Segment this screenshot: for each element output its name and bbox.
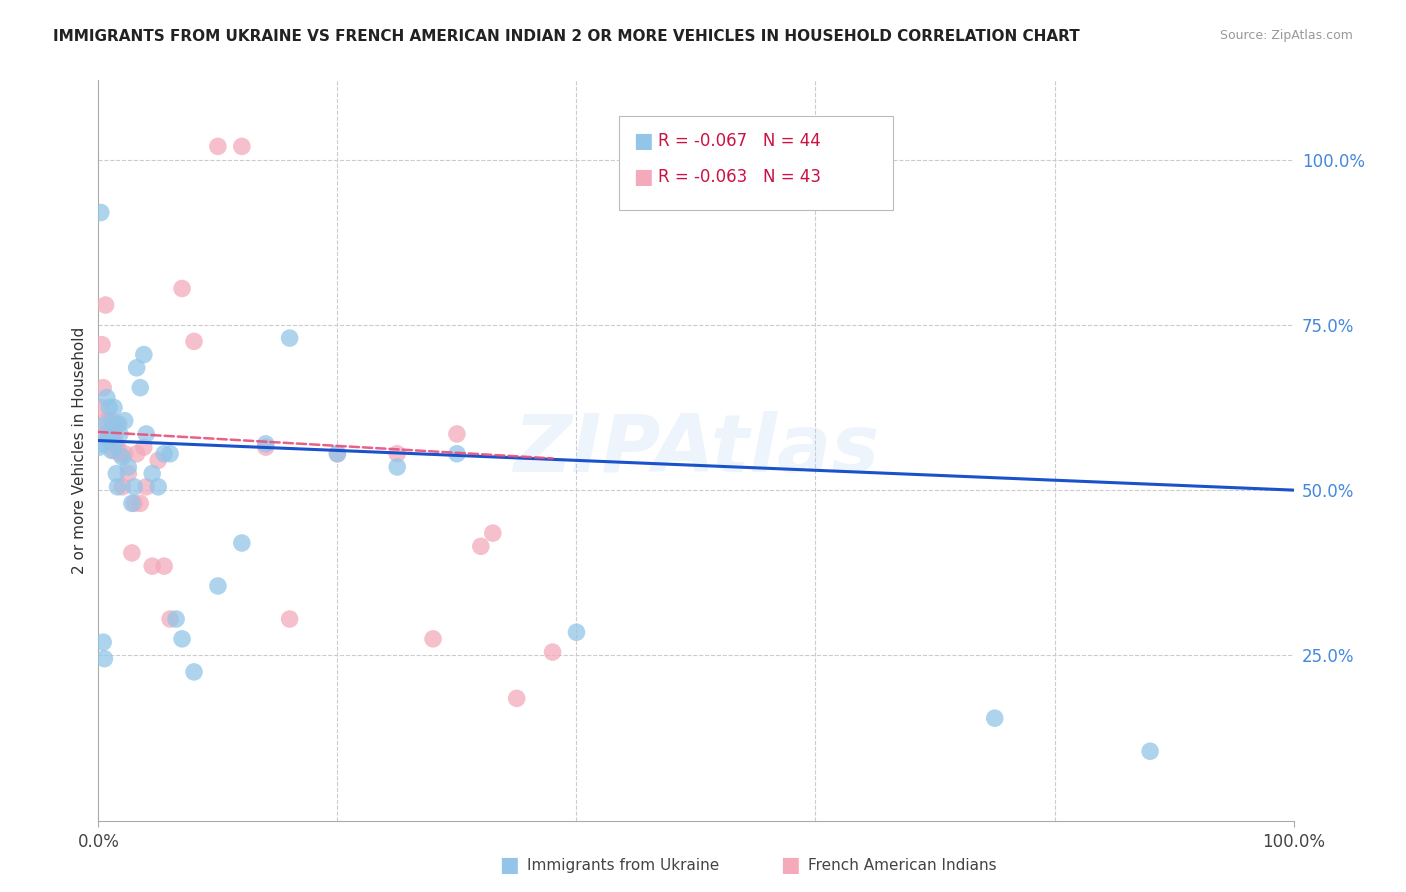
Point bbox=[97, 430, 120, 444]
Point bbox=[541, 645, 564, 659]
Point bbox=[153, 559, 176, 574]
Point bbox=[183, 665, 205, 679]
Point bbox=[153, 447, 176, 461]
Text: Source: ZipAtlas.com: Source: ZipAtlas.com bbox=[1219, 29, 1353, 42]
Point bbox=[385, 460, 409, 475]
Point bbox=[125, 447, 148, 461]
Point bbox=[107, 417, 129, 431]
Point bbox=[385, 447, 409, 461]
Point bbox=[91, 635, 114, 649]
Point bbox=[98, 434, 121, 448]
Point bbox=[124, 480, 146, 494]
Point bbox=[114, 447, 136, 461]
Point bbox=[90, 401, 112, 415]
Point bbox=[107, 440, 129, 454]
Point bbox=[129, 381, 152, 395]
Point bbox=[984, 711, 1007, 725]
Point bbox=[165, 612, 187, 626]
Point bbox=[135, 480, 157, 494]
Point bbox=[107, 480, 129, 494]
Point bbox=[129, 496, 152, 510]
Point bbox=[101, 426, 124, 441]
Point bbox=[105, 417, 128, 431]
Point bbox=[91, 337, 114, 351]
Point bbox=[422, 632, 444, 646]
Point bbox=[121, 496, 143, 510]
Text: ■: ■ bbox=[633, 167, 652, 186]
Point bbox=[231, 536, 253, 550]
Text: Immigrants from Ukraine: Immigrants from Ukraine bbox=[527, 858, 720, 872]
Point bbox=[141, 467, 163, 481]
Point bbox=[207, 579, 229, 593]
Point bbox=[124, 496, 146, 510]
Point bbox=[103, 401, 125, 415]
Point bbox=[254, 437, 277, 451]
Point bbox=[98, 430, 122, 444]
Point bbox=[159, 612, 181, 626]
Point bbox=[96, 391, 118, 405]
Point bbox=[278, 331, 301, 345]
Text: R = -0.063   N = 43: R = -0.063 N = 43 bbox=[658, 168, 821, 186]
Point bbox=[94, 298, 117, 312]
Text: ■: ■ bbox=[499, 855, 519, 875]
Text: ZIPAtlas: ZIPAtlas bbox=[513, 411, 879, 490]
Text: French American Indians: French American Indians bbox=[808, 858, 997, 872]
Point bbox=[108, 426, 131, 441]
Y-axis label: 2 or more Vehicles in Household: 2 or more Vehicles in Household bbox=[72, 326, 87, 574]
Point bbox=[97, 426, 120, 441]
Point bbox=[132, 440, 155, 454]
Point bbox=[114, 414, 136, 428]
Point bbox=[108, 447, 131, 461]
Point bbox=[148, 453, 170, 467]
Point bbox=[326, 447, 349, 461]
Point bbox=[96, 414, 118, 428]
Point bbox=[446, 447, 468, 461]
Point bbox=[91, 381, 114, 395]
Point bbox=[98, 434, 122, 448]
Text: ■: ■ bbox=[780, 855, 800, 875]
Point bbox=[326, 447, 349, 461]
Point bbox=[117, 467, 139, 481]
Point bbox=[105, 467, 128, 481]
Point bbox=[91, 437, 114, 451]
Point bbox=[93, 426, 115, 441]
Point bbox=[172, 632, 194, 646]
Point bbox=[148, 480, 170, 494]
Point bbox=[100, 414, 122, 428]
Point bbox=[104, 426, 127, 441]
Point bbox=[93, 651, 115, 665]
Point bbox=[125, 360, 148, 375]
Point bbox=[132, 348, 155, 362]
Point bbox=[481, 526, 505, 541]
Point bbox=[98, 401, 121, 415]
Point bbox=[141, 559, 163, 574]
Point bbox=[506, 691, 529, 706]
Point bbox=[121, 546, 143, 560]
Text: ■: ■ bbox=[633, 131, 652, 151]
Point bbox=[172, 281, 194, 295]
Point bbox=[1139, 744, 1161, 758]
Point bbox=[89, 440, 111, 454]
Point bbox=[470, 539, 492, 553]
Point bbox=[117, 460, 139, 475]
Point bbox=[103, 443, 125, 458]
Point bbox=[111, 450, 134, 464]
Point bbox=[207, 139, 229, 153]
Text: R = -0.067   N = 44: R = -0.067 N = 44 bbox=[658, 132, 821, 150]
Point bbox=[94, 417, 117, 431]
Point bbox=[254, 440, 277, 454]
Point bbox=[183, 334, 205, 349]
Point bbox=[565, 625, 588, 640]
Point bbox=[159, 447, 181, 461]
Text: IMMIGRANTS FROM UKRAINE VS FRENCH AMERICAN INDIAN 2 OR MORE VEHICLES IN HOUSEHOL: IMMIGRANTS FROM UKRAINE VS FRENCH AMERIC… bbox=[53, 29, 1080, 44]
Point bbox=[100, 443, 122, 458]
Point bbox=[135, 426, 157, 441]
Point bbox=[101, 417, 124, 431]
Point bbox=[278, 612, 301, 626]
Point bbox=[231, 139, 253, 153]
Point bbox=[446, 426, 468, 441]
Point bbox=[104, 437, 127, 451]
Point bbox=[90, 205, 112, 219]
Point bbox=[111, 480, 134, 494]
